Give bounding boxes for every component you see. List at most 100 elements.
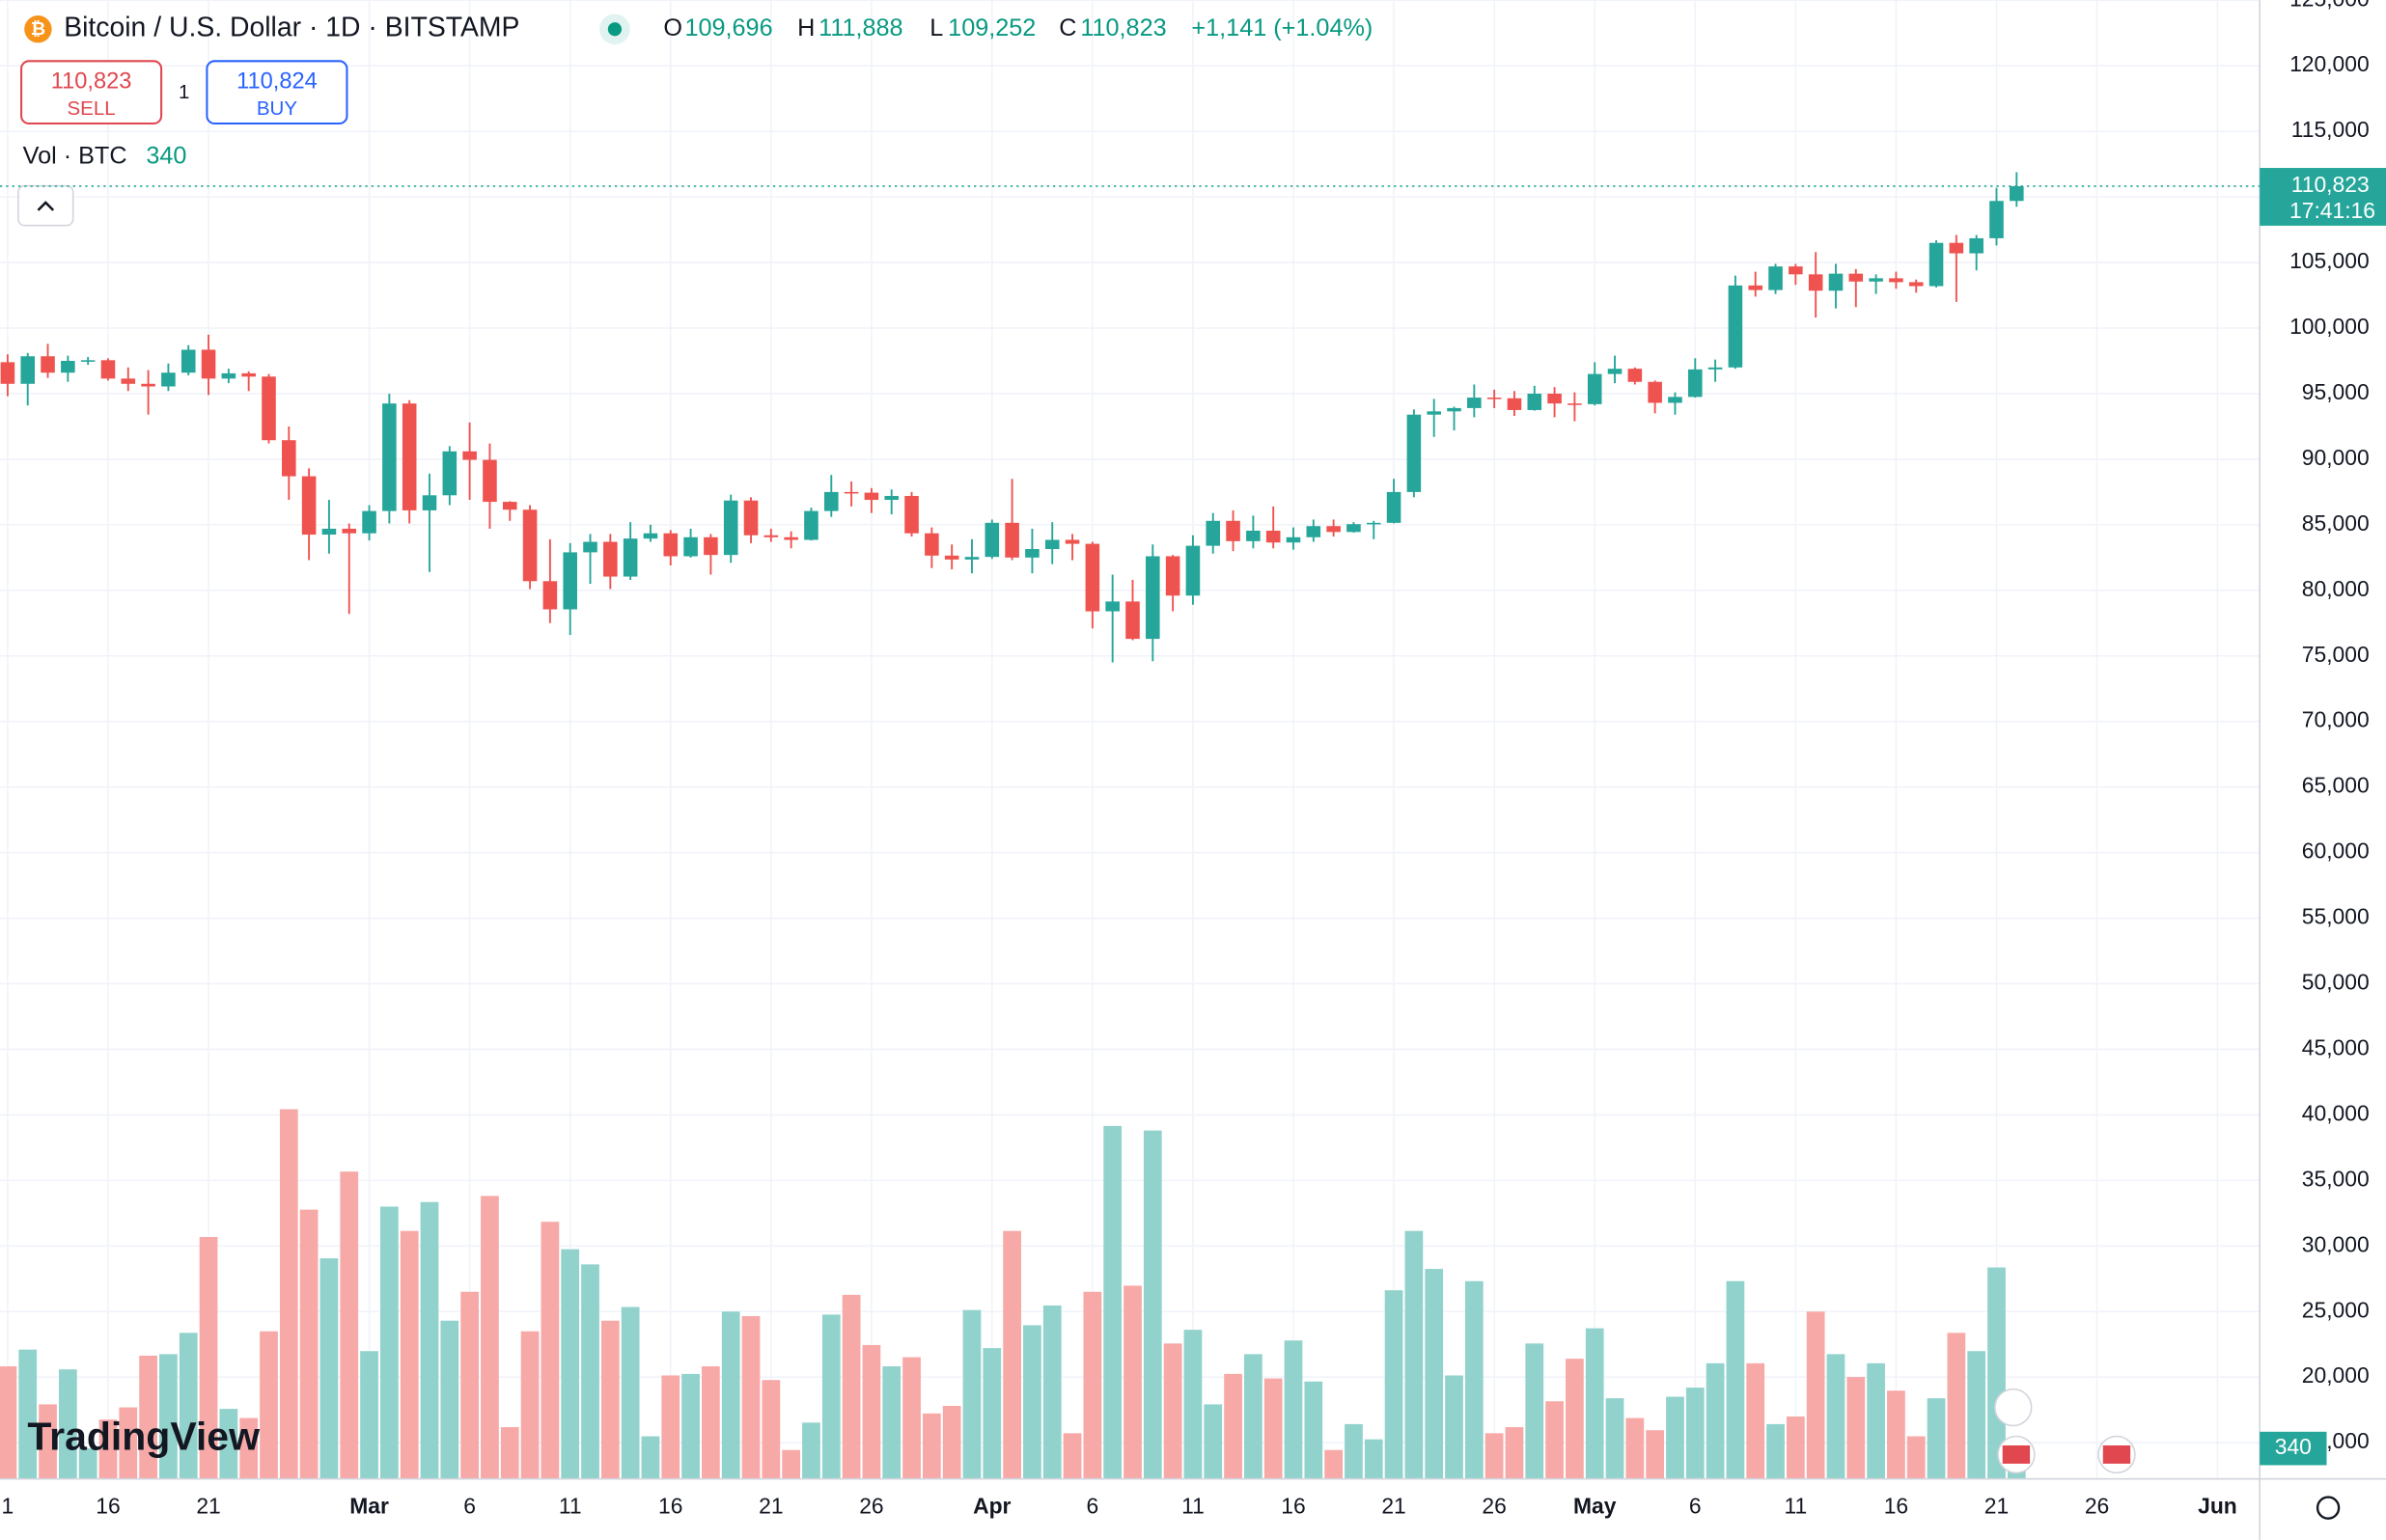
volume-bar — [1887, 1390, 1905, 1479]
volume-bar — [922, 1413, 941, 1479]
y-tick-label: 30,000 — [2302, 1231, 2370, 1256]
volume-bar — [1786, 1416, 1805, 1479]
candle-body — [944, 555, 959, 560]
candle-body — [1607, 369, 1623, 374]
candle-body — [262, 376, 276, 441]
candle-body — [603, 541, 618, 577]
candle-body — [1789, 266, 1803, 275]
candle-body — [985, 522, 1000, 558]
volume-bar — [1284, 1340, 1303, 1479]
volume-legend-value: 340 — [146, 142, 186, 169]
y-tick-label: 25,000 — [2302, 1297, 2370, 1322]
symbol-icon — [24, 15, 52, 43]
volume-bar — [561, 1249, 580, 1479]
event-flag-icon — [2102, 1444, 2131, 1464]
volume-bar — [1263, 1378, 1283, 1479]
quantity[interactable]: 1 — [179, 81, 189, 103]
candle-body — [1668, 397, 1682, 403]
candle-body — [402, 403, 417, 510]
candle-body — [723, 500, 738, 556]
volume-bar — [1224, 1373, 1242, 1479]
candle-body — [1547, 393, 1562, 404]
volume-bar — [600, 1320, 620, 1479]
x-tick-label: 16 — [96, 1494, 120, 1519]
volume-bar — [1967, 1351, 1986, 1479]
candle-body — [141, 383, 155, 387]
volume-bar — [139, 1355, 157, 1479]
volume-bar — [1906, 1436, 1926, 1479]
volume-bar — [420, 1201, 439, 1479]
candle-body — [804, 510, 818, 540]
buy-label: BUY — [257, 97, 297, 120]
countdown: 17:41:16 — [2289, 198, 2375, 223]
candle-body — [201, 349, 216, 379]
candle-body — [763, 535, 779, 537]
candle-body — [704, 536, 718, 556]
candle-body — [41, 356, 55, 373]
candle-body — [522, 509, 538, 582]
x-tick-label: 21 — [1381, 1494, 1405, 1519]
volume-bar — [1163, 1343, 1182, 1479]
x-tick-label: 6 — [463, 1494, 476, 1519]
volume-bar — [741, 1315, 761, 1479]
y-tick-label: 60,000 — [2302, 839, 2370, 864]
volume-bar — [1464, 1280, 1484, 1479]
volume-bar — [721, 1311, 740, 1479]
candle-body — [1969, 237, 1984, 254]
volume-bar — [159, 1354, 178, 1479]
volume-bar — [1706, 1362, 1725, 1479]
ai-icon[interactable] — [1994, 1388, 2033, 1427]
watermark: TradingView — [27, 1415, 260, 1459]
x-tick-label: Apr — [973, 1494, 1011, 1519]
candle-body — [1206, 520, 1221, 546]
sell-button[interactable] — [20, 60, 163, 124]
volume-pane — [0, 1109, 2026, 1479]
candles — [0, 172, 2024, 663]
candle-body — [1467, 398, 1482, 408]
volume-bar — [340, 1171, 359, 1479]
candle-body — [1587, 373, 1602, 404]
volume-bar — [942, 1405, 961, 1479]
volume-bar — [661, 1375, 680, 1479]
candle-body — [1828, 273, 1844, 291]
volume-bar — [1826, 1354, 1845, 1479]
candle-body — [1044, 539, 1060, 550]
settings-icon[interactable] — [2316, 1496, 2341, 1520]
y-tick-label: 105,000 — [2289, 248, 2370, 273]
sell-price: 110,823 — [51, 69, 132, 95]
volume-bar — [1404, 1230, 1424, 1479]
volume-bar — [1927, 1398, 1946, 1479]
volume-bar — [1384, 1290, 1403, 1479]
volume-bar — [380, 1206, 399, 1479]
volume-bar — [1204, 1404, 1223, 1479]
volume-bar — [219, 1409, 238, 1479]
candle-body — [342, 528, 357, 534]
volume-bar — [882, 1366, 902, 1479]
symbol-title[interactable]: Bitcoin / U.S. Dollar · 1D · BITSTAMP — [64, 13, 519, 43]
last-volume-label: 340 — [2275, 1434, 2312, 1459]
collapse-button[interactable] — [17, 184, 74, 227]
volume-bar — [199, 1236, 218, 1479]
candle-body — [925, 533, 939, 556]
candle-body — [683, 536, 698, 557]
x-tick-label: 26 — [1482, 1494, 1506, 1519]
candle-body — [1527, 393, 1542, 410]
candle-body — [1346, 524, 1361, 533]
candle-body — [864, 492, 879, 501]
y-tick-label: 120,000 — [2289, 51, 2370, 76]
x-tick-label: 16 — [658, 1494, 682, 1519]
x-tick-label: 26 — [2085, 1494, 2109, 1519]
volume-bar — [541, 1222, 560, 1479]
sell-label: SELL — [68, 97, 116, 120]
volume-bar — [821, 1314, 841, 1479]
volume-bar — [440, 1320, 459, 1479]
volume-bar — [802, 1422, 820, 1479]
volume-bar — [360, 1351, 378, 1479]
candle-body — [0, 362, 15, 384]
candle-body — [1748, 285, 1763, 290]
candle-body — [1768, 266, 1783, 290]
last-volume-box — [2260, 1431, 2327, 1466]
buy-button[interactable] — [206, 60, 348, 124]
candle-body — [321, 528, 337, 536]
candle-body — [422, 495, 437, 510]
